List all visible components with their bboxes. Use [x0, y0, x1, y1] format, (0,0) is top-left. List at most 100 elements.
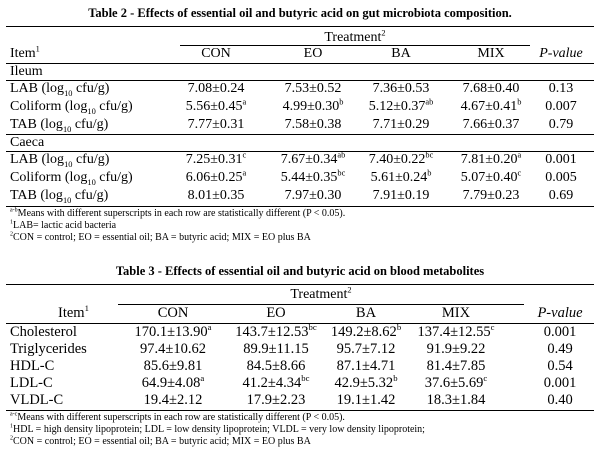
cell-con: 8.01±0.35	[187, 188, 245, 203]
cell-eo: 4.99±0.30b	[282, 97, 344, 114]
cell-ba-sup: b	[427, 168, 432, 178]
table2-caption: Table 2 - Effects of essential oil and b…	[88, 6, 512, 20]
footnote-text: LAB= lactic acid bacteria	[13, 220, 117, 231]
cell-eo: 7.97±0.30	[284, 188, 342, 203]
cell-ba: 5.12±0.37ab	[368, 97, 434, 114]
cell-pvalue: 0.007	[545, 99, 577, 114]
table2-treatment-header: Treatment2	[180, 29, 530, 46]
cell-eo: 41.2±4.34bc	[242, 373, 310, 391]
table2-col-pvalue: P-value	[539, 46, 583, 61]
row-item-subscript: 10	[87, 177, 96, 187]
cell-con-sup: a	[242, 97, 247, 107]
cell-mix: 7.68±0.40	[462, 81, 520, 96]
footnote: 1LAB= lactic acid bacteria	[10, 220, 116, 231]
table-row: LDL-C 64.9±4.08a 41.2±4.34bc 42.9±5.32b 37.6…	[6, 373, 594, 391]
cell-mix: 137.4±12.55c	[417, 322, 495, 340]
cell-mix: 37.6±5.69c	[424, 373, 488, 391]
cell-pvalue: 0.40	[547, 392, 573, 408]
cell-pvalue: 0.001	[545, 152, 577, 167]
cell-mix: 4.67±0.41b	[460, 97, 522, 114]
footnote-text: Means with different superscripts in eac…	[17, 208, 346, 219]
table2-treatment-rule	[180, 45, 530, 46]
row-item-subscript: 10	[64, 159, 73, 169]
table2-caeca-rule	[6, 151, 594, 152]
cell-eo-sup: b	[339, 97, 344, 107]
cell-eo-sup: bc	[301, 373, 310, 384]
cell-ba: 42.9±5.32b	[334, 373, 398, 391]
row-item-subscript: 10	[64, 88, 73, 98]
footnote-marker: a-b	[10, 207, 18, 214]
table-row: HDL-C 85.6±9.81 84.5±8.66 87.1±4.71 81.4±7.8…	[6, 358, 594, 374]
table2-mid-rule	[6, 134, 594, 135]
row-item-label: Coliform (log10 cfu/g)	[10, 170, 133, 187]
cell-eo: 7.53±0.52	[284, 81, 342, 96]
table2-header-row: Item1 CON EO BA MIX P-value	[6, 45, 594, 62]
row-item-label: Coliform (log10 cfu/g)	[10, 99, 133, 116]
cell-ba: 7.40±0.22bc	[368, 150, 434, 167]
table2-section-ileum: Ileum	[10, 64, 43, 79]
footnote-text: HDL = high density lipoprotein; LDL = lo…	[13, 424, 425, 435]
table3-col-ba: BA	[355, 305, 377, 321]
row-item-label: HDL-C	[10, 358, 55, 374]
cell-pvalue: 0.13	[548, 81, 574, 96]
cell-ba: 7.36±0.53	[372, 81, 430, 96]
cell-pvalue: 0.54	[547, 358, 573, 374]
cell-pvalue: 0.69	[548, 188, 574, 203]
cell-con: 6.06±0.25a	[185, 168, 247, 185]
table3-bottom-rule	[6, 410, 594, 411]
footnote-marker: 2	[10, 435, 13, 442]
table-row: Coliform (log10 cfu/g) 5.56±0.45a 4.99±0.3…	[6, 97, 594, 116]
table3-caption: Table 3 - Effects of essential oil and b…	[115, 264, 485, 278]
cell-mix: 7.79±0.23	[462, 188, 520, 203]
cell-eo: 7.58±0.38	[284, 117, 342, 132]
table3-item-header: Item1	[58, 304, 89, 321]
row-item-subscript: 10	[87, 106, 96, 116]
footnote-text: CON = control; EO = essential oil; BA = …	[13, 436, 311, 447]
cell-mix-sup: a	[517, 150, 522, 160]
cell-ba: 7.91±0.19	[372, 188, 430, 203]
table2-col-ba: BA	[391, 46, 411, 61]
footnote: a-bMeans with different superscripts in …	[10, 208, 345, 219]
cell-con-sup: a	[200, 373, 205, 384]
cell-ba: 149.2±8.62b	[330, 322, 402, 340]
cell-mix-sup: b	[517, 97, 522, 107]
cell-mix: 7.81±0.20a	[460, 150, 522, 167]
cell-ba-sup: b	[393, 373, 398, 384]
footnote-text: CON = control; EO = essential oil; BA = …	[13, 232, 311, 243]
cell-mix-sup: c	[517, 168, 522, 178]
cell-eo-sup: bc	[308, 322, 317, 333]
table2-top-rule	[6, 26, 594, 27]
footnote: a-cMeans with different superscripts in …	[10, 412, 345, 423]
row-item-label: Cholesterol	[10, 324, 77, 340]
table2-col-mix: MIX	[477, 46, 505, 61]
cell-con: 97.4±10.62	[140, 341, 206, 357]
cell-eo: 17.9±2.23	[246, 392, 306, 408]
table3-item-label: Item	[58, 305, 85, 321]
table2-ileum-rule	[6, 80, 594, 81]
row-item-label: VLDL-C	[10, 392, 64, 408]
footnote: 1HDL = high density lipoprotein; LDL = l…	[10, 424, 425, 435]
footnote-marker: 1	[10, 423, 13, 430]
table2-col-eo: EO	[303, 46, 323, 61]
cell-eo: 89.9±11.15	[243, 341, 309, 357]
table-row: Coliform (log10 cfu/g) 6.06±0.25a 5.44±0.3…	[6, 168, 594, 187]
table3-treatment-sup: 2	[347, 285, 352, 295]
table2-treatment-label: Treatment	[324, 30, 382, 45]
cell-mix: 5.07±0.40c	[460, 168, 522, 185]
cell-ba: 95.7±7.12	[336, 341, 396, 357]
cell-eo-sup: ab	[337, 150, 346, 160]
table2-bottom-rule	[6, 206, 594, 207]
table3-treatment-header: Treatment2	[118, 285, 524, 303]
cell-ba-sup: bc	[425, 150, 434, 160]
cell-ba: 5.61±0.24b	[370, 168, 432, 185]
cell-pvalue: 0.79	[548, 117, 574, 132]
cell-con: 85.6±9.81	[143, 358, 203, 374]
cell-con: 7.77±0.31	[187, 117, 245, 132]
cell-con: 170.1±13.90a	[134, 322, 212, 340]
table3-col-pvalue: P-value	[537, 305, 583, 321]
row-item-label: LAB (log10 cfu/g)	[10, 152, 110, 169]
row-item-label: TAB (log10 cfu/g)	[10, 188, 109, 205]
cell-eo: 84.5±8.66	[246, 358, 306, 374]
row-item-label: LDL-C	[10, 375, 53, 391]
